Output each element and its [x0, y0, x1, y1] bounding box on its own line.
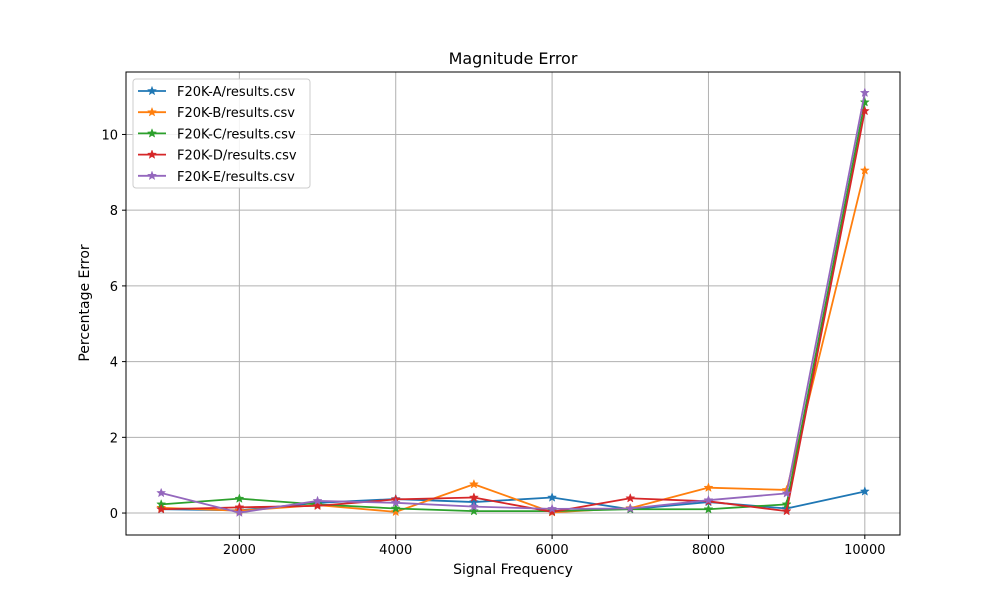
y-tick-label: 6 [110, 280, 118, 295]
legend-marker [146, 85, 158, 96]
x-tick-label: 4000 [379, 543, 412, 558]
legend-marker [146, 170, 158, 181]
y-tick-label: 2 [110, 431, 118, 446]
y-tick-label: 4 [110, 356, 118, 371]
data-point [781, 488, 792, 498]
legend: F20K-A/results.csv F20K-B/results.csv F20K… [132, 78, 311, 189]
data-point [703, 494, 714, 505]
y-axis-label: Percentage Error [77, 244, 93, 362]
data-point [859, 96, 870, 107]
legend-label: F20K-B/results.csv [177, 106, 295, 121]
data-point [390, 497, 401, 508]
legend-entry: F20K-A/results.csv [138, 85, 295, 100]
data-point [859, 165, 870, 175]
data-point [156, 487, 167, 498]
data-point [468, 505, 479, 516]
x-axis-label: Signal Frequency [453, 562, 573, 578]
legend-entry: F20K-D/results.csv [138, 149, 297, 164]
legend-label: F20K-E/results.csv [177, 170, 295, 185]
data-point [625, 492, 636, 503]
legend-label: F20K-C/results.csv [177, 127, 296, 142]
data-point [312, 495, 323, 506]
data-point [156, 503, 167, 514]
legend-label: F20K-D/results.csv [177, 149, 297, 164]
plot-frame [125, 71, 901, 536]
data-point [234, 493, 245, 503]
data-point [468, 501, 479, 511]
data-point [703, 503, 714, 514]
data-point [703, 482, 714, 492]
data-point [390, 506, 401, 517]
legend-label: F20K-A/results.csv [177, 85, 295, 100]
legend-entry: F20K-C/results.csv [138, 127, 296, 142]
chart-title: Magnitude Error [449, 49, 578, 68]
x-tick-label: 6000 [536, 543, 569, 558]
data-point [859, 87, 870, 98]
data-point [625, 503, 636, 513]
data-point [547, 506, 558, 517]
legend-box [132, 78, 311, 189]
legend-entry: F20K-E/results.csv [138, 170, 295, 185]
data-point [859, 486, 870, 496]
data-point [312, 500, 323, 511]
data-point [547, 492, 558, 502]
x-tick-label: 8000 [692, 543, 725, 558]
legend-marker [146, 128, 158, 138]
series-5 [156, 87, 870, 517]
legend-entry: F20K-B/results.csv [138, 106, 295, 121]
y-tick-label: 10 [101, 128, 118, 143]
legend-marker [146, 106, 158, 117]
data-point [781, 505, 792, 516]
ticks-layer: 2000 4000 6000 8000 10000 0 2 4 6 8 10 [101, 128, 885, 558]
series-line [161, 170, 866, 514]
grid-layer [126, 72, 900, 535]
legend-marker [146, 149, 158, 159]
data-point [390, 503, 401, 513]
x-tick-label: 2000 [223, 543, 256, 558]
data-point [547, 503, 558, 514]
y-tick-label: 0 [110, 507, 118, 522]
y-tick-label: 8 [110, 204, 118, 219]
series-layer [156, 87, 870, 517]
x-tick-label: 10000 [844, 543, 885, 558]
series-line [160, 92, 866, 514]
data-point [468, 478, 479, 489]
data-point [468, 492, 479, 502]
data-point [234, 507, 245, 517]
